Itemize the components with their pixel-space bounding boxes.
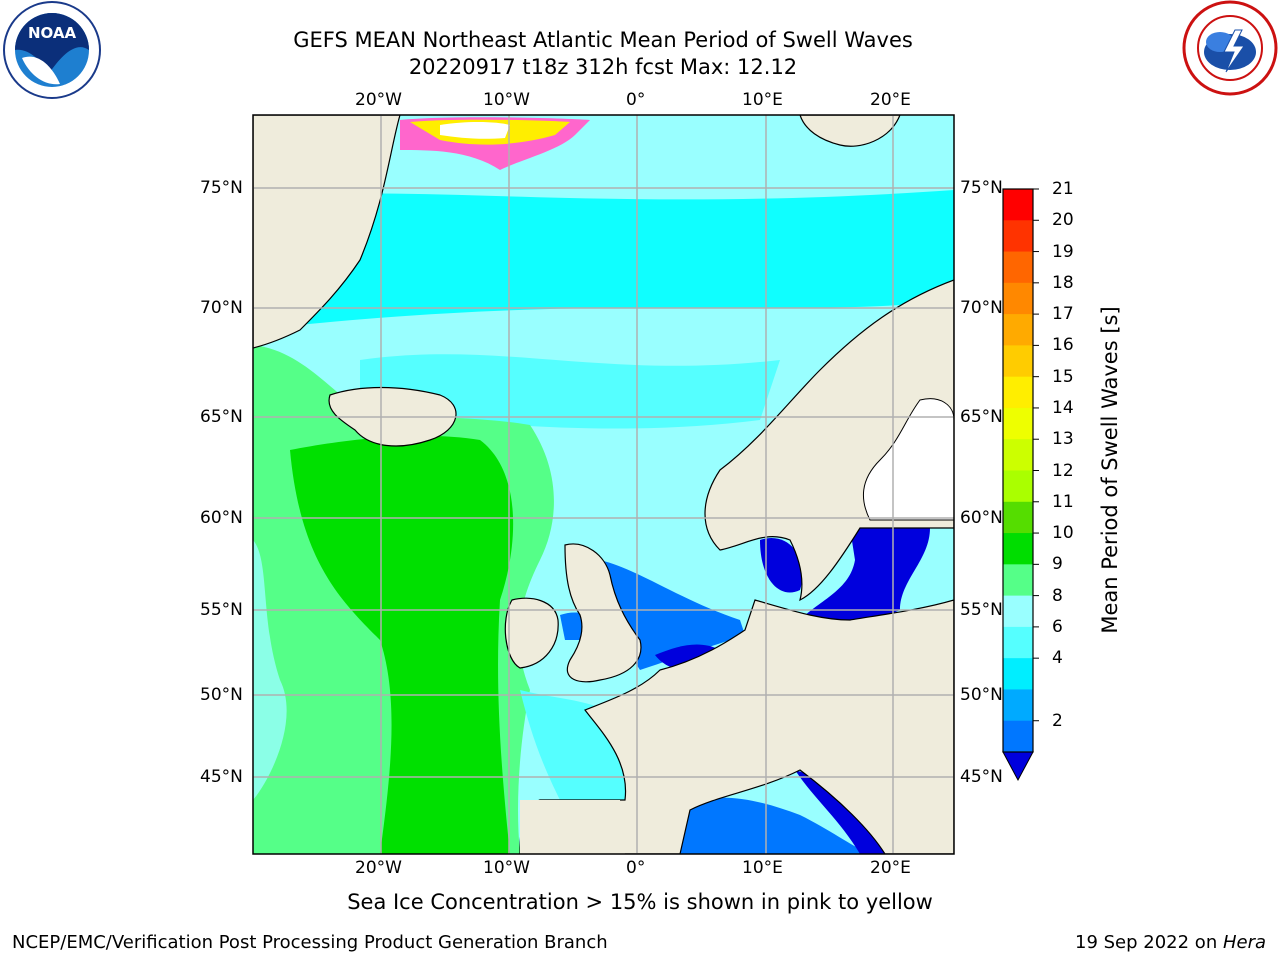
lat-tick-left: 50°N [200, 685, 243, 705]
map-subtitle: 20220917 t18z 312h fcst Max: 12.12 [408, 55, 798, 79]
colorbar-cell [1003, 626, 1033, 659]
footer-machine: Hera [1222, 932, 1266, 953]
lon-tick-bottom: 20°W [355, 858, 402, 878]
lat-tick-right: 60°N [960, 508, 1003, 528]
colorbar-tick-label: 4 [1052, 648, 1063, 669]
colorbar-cell [1003, 251, 1033, 284]
lon-tick-top: 20°E [870, 90, 911, 110]
colorbar-tick-label: 13 [1052, 429, 1074, 450]
map-title: GEFS MEAN Northeast Atlantic Mean Period… [293, 28, 913, 52]
lat-tick-right: 55°N [960, 600, 1003, 620]
colorbar-cell [1003, 189, 1033, 221]
svg-text:NOAA: NOAA [28, 24, 77, 42]
lat-tick-right: 65°N [960, 407, 1003, 427]
lon-tick-bottom: 20°E [870, 858, 911, 878]
colorbar-tick-label: 6 [1052, 616, 1063, 637]
lat-tick-left: 55°N [200, 600, 243, 620]
noaa-logo: NOAA [3, 1, 101, 99]
colorbar-cell [1003, 376, 1033, 409]
lat-tick-right: 45°N [960, 767, 1003, 787]
colorbar-cell [1003, 314, 1033, 346]
colorbar-tick-label: 16 [1052, 335, 1074, 356]
colorbar-cell [1003, 533, 1033, 565]
colorbar-tick-label: 15 [1052, 366, 1074, 387]
colorbar-cell [1003, 220, 1033, 253]
colorbar-cell [1003, 345, 1033, 378]
colorbar-tick-label: 2 [1052, 710, 1063, 731]
colorbar-label: Mean Period of Swell Waves [s] [1098, 306, 1122, 634]
colorbar-cell [1003, 564, 1033, 597]
colorbar-cell [1003, 720, 1033, 753]
lat-tick-left: 70°N [200, 298, 243, 318]
colorbar-tick-label: 19 [1052, 241, 1074, 262]
colorbar-cell [1003, 595, 1033, 628]
lon-tick-top: 20°W [355, 90, 402, 110]
lat-tick-right: 75°N [960, 178, 1003, 198]
colorbar-tick-label: 12 [1052, 460, 1074, 481]
colorbar-tick-label: 17 [1052, 304, 1074, 325]
colorbar-cell [1003, 282, 1033, 315]
colorbar-tick-label: 14 [1052, 397, 1074, 418]
colorbar-tick-label: 8 [1052, 585, 1063, 606]
lat-tick-right: 50°N [960, 685, 1003, 705]
lon-tick-top: 0° [626, 90, 646, 110]
lon-tick-bottom: 0° [626, 858, 646, 878]
graticule [253, 115, 954, 854]
colorbar-tick-label: 21 [1052, 179, 1074, 199]
colorbar-cell [1003, 470, 1033, 503]
colorbar-tick-label: 10 [1052, 523, 1074, 544]
colorbar-cell [1003, 689, 1033, 722]
colorbar-cell [1003, 439, 1033, 471]
lon-tick-top: 10°E [742, 90, 783, 110]
footer-credit: NCEP/EMC/Verification Post Processing Pr… [12, 932, 608, 953]
colorbar-tick-label: 9 [1052, 554, 1063, 575]
lon-tick-bottom: 10°W [483, 858, 530, 878]
lat-tick-left: 45°N [200, 767, 243, 787]
lat-tick-left: 60°N [200, 508, 243, 528]
lon-tick-bottom: 10°E [742, 858, 783, 878]
colorbar [1002, 188, 1039, 782]
colorbar-tick-label: 11 [1052, 491, 1074, 512]
colorbar-cell [1003, 407, 1033, 440]
colorbar-tick-label: 20 [1052, 210, 1074, 231]
nws-logo [1182, 0, 1278, 96]
lat-tick-left: 75°N [200, 178, 243, 198]
lat-tick-left: 65°N [200, 407, 243, 427]
lon-tick-top: 10°W [483, 90, 530, 110]
colorbar-cell [1003, 501, 1033, 534]
colorbar-cell [1003, 658, 1033, 690]
sea-ice-note: Sea Ice Concentration > 15% is shown in … [347, 890, 933, 914]
footer-date: 19 Sep 2022 on Hera [1075, 932, 1266, 953]
map-frame [252, 114, 955, 855]
colorbar-tick-label: 18 [1052, 272, 1074, 293]
footer-date-text: 19 Sep 2022 on [1075, 932, 1223, 953]
lat-tick-right: 70°N [960, 298, 1003, 318]
